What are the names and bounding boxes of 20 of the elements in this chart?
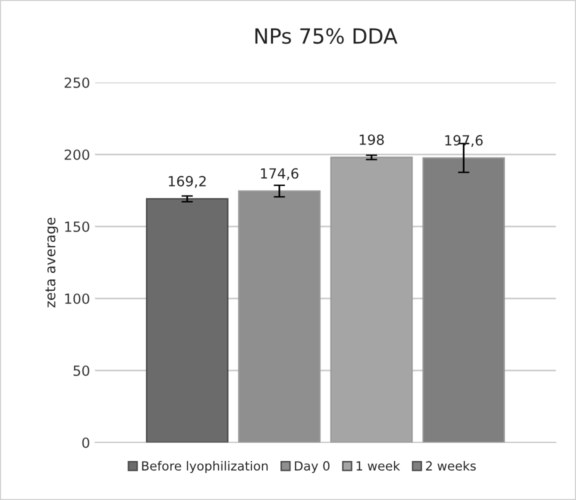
legend-label: 2 weeks bbox=[426, 460, 476, 471]
bar bbox=[146, 198, 228, 442]
data-label: 197,6 bbox=[445, 135, 483, 147]
data-label: 169,2 bbox=[168, 176, 206, 188]
bar bbox=[330, 156, 413, 442]
y-tick-label: 100 bbox=[65, 293, 90, 304]
bar bbox=[422, 157, 505, 442]
y-tick-label: 0 bbox=[82, 437, 90, 448]
legend-label: Before lyophilization bbox=[142, 460, 268, 474]
data-label: 198 bbox=[360, 134, 384, 145]
legend-label: 1 week bbox=[356, 460, 400, 471]
legend-label: Day 0 bbox=[294, 461, 330, 474]
y-tick-label: 150 bbox=[65, 221, 90, 232]
y-axis-title: zeta average bbox=[45, 218, 58, 308]
y-tick-label: 50 bbox=[74, 365, 90, 376]
y-tick-label: 250 bbox=[64, 77, 90, 88]
chart-title: NPs 75% DDA bbox=[255, 28, 398, 44]
y-tick-label: 200 bbox=[64, 149, 90, 160]
data-label: 174,6 bbox=[261, 168, 298, 180]
bar bbox=[238, 190, 321, 442]
